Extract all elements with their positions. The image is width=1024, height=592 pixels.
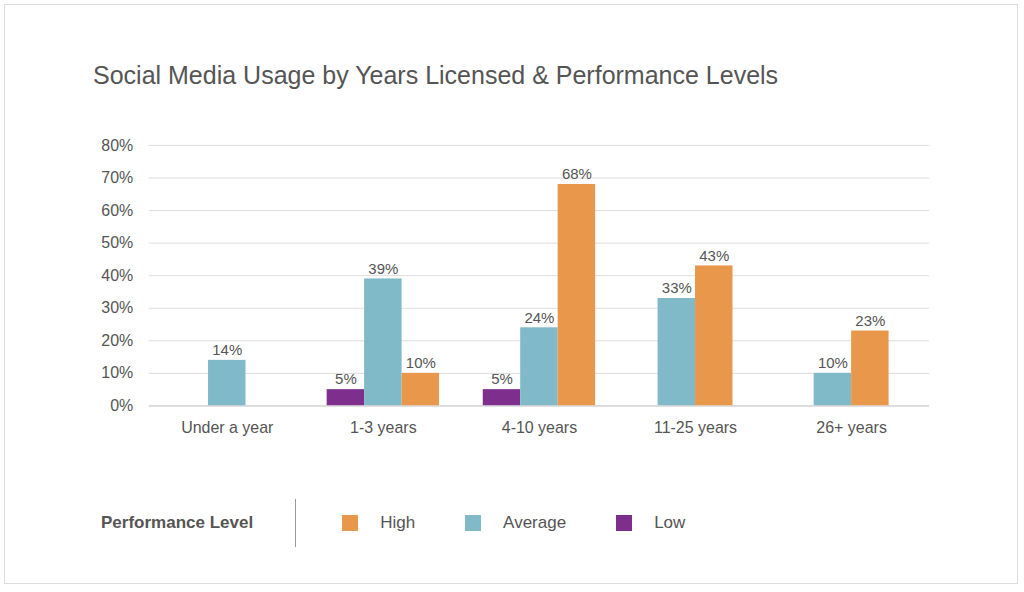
svg-text:5%: 5% [491,370,513,387]
svg-text:30%: 30% [101,299,133,316]
svg-text:20%: 20% [101,332,133,349]
svg-text:4-10 years: 4-10 years [502,419,577,436]
svg-text:50%: 50% [101,234,133,251]
svg-text:68%: 68% [562,165,592,182]
svg-text:43%: 43% [699,247,729,264]
html-text:High: High [380,513,416,532]
svg-text:80%: 80% [101,137,133,154]
svg-text:10%: 10% [818,354,848,371]
svg-text:11-25 years: 11-25 years [654,419,737,436]
html-text:Performance Level: Performance Level [101,513,254,532]
svg-text:5%: 5% [335,370,357,387]
svg-text:1-3 years: 1-3 years [350,419,417,436]
svg-text:10%: 10% [406,354,436,371]
svg-text:33%: 33% [662,279,692,296]
svg-text:10%: 10% [101,364,133,381]
svg-text:40%: 40% [101,267,133,284]
html-text:Low: Low [654,513,686,532]
svg-text:14%: 14% [212,341,242,358]
svg-text:Under a year: Under a year [181,419,274,436]
svg-text:0%: 0% [110,397,133,414]
svg-text:23%: 23% [855,312,885,329]
html-text:Average: Average [503,513,567,532]
html-text:Social Media Usage by Years Li: Social Media Usage by Years Licensed & P… [93,61,779,89]
svg-text:39%: 39% [368,260,398,277]
svg-text:60%: 60% [101,202,133,219]
svg-text:24%: 24% [524,309,554,326]
svg-text:26+ years: 26+ years [816,419,887,436]
svg-text:70%: 70% [101,169,133,186]
